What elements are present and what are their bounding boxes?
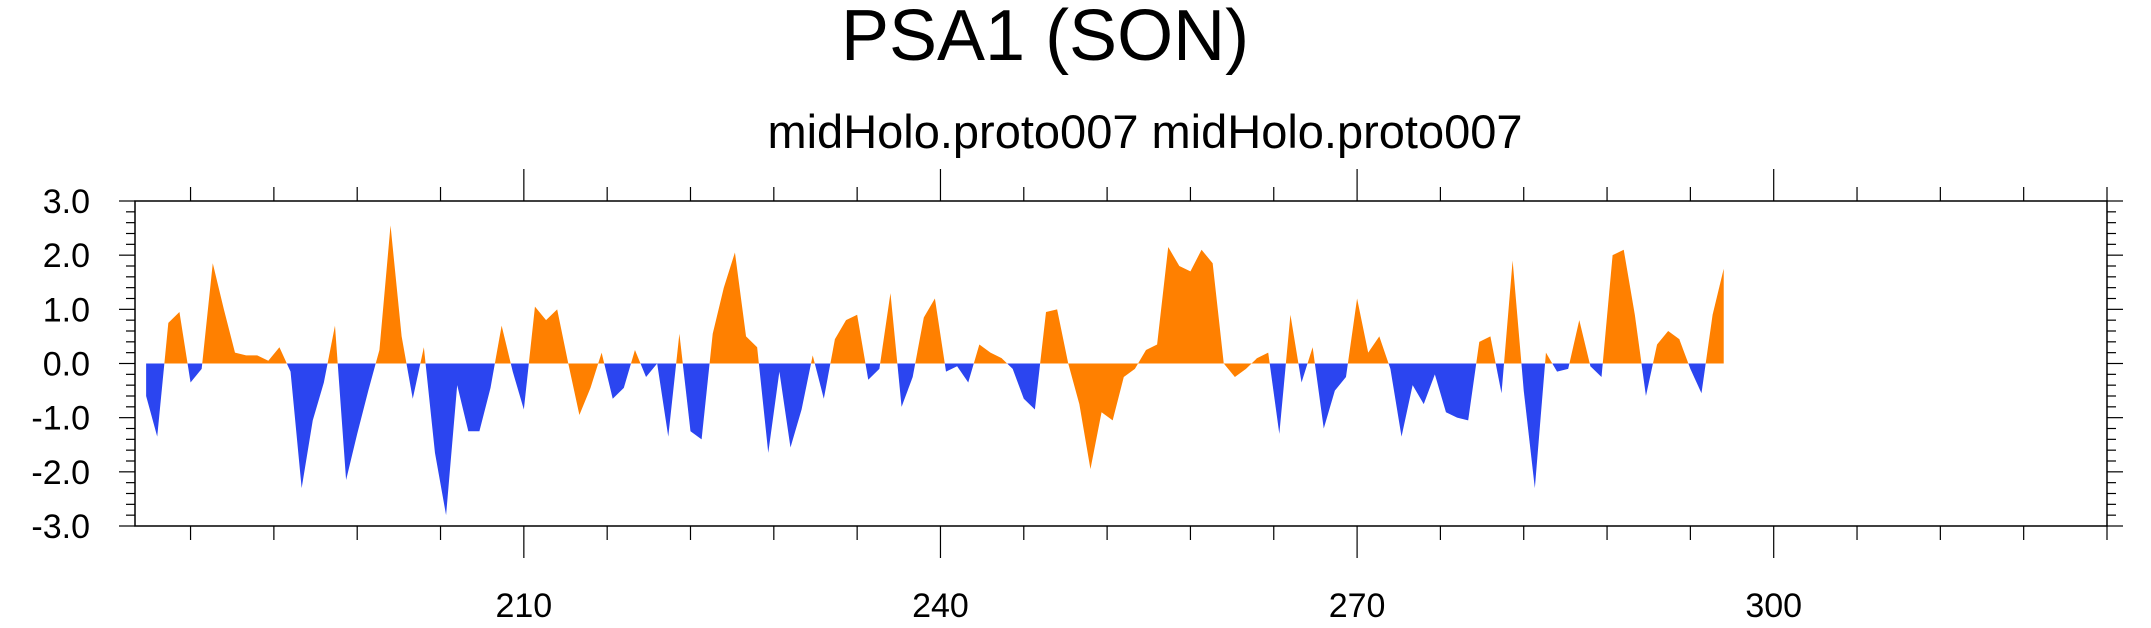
positive-anomaly-area-11 [494, 325, 511, 364]
positive-anomaly-area-40 [1347, 298, 1389, 364]
positive-anomaly-area-46 [1545, 352, 1553, 364]
chart-subtitle: midHolo.proto007 midHolo.proto007 [767, 105, 1522, 158]
negative-anomaly-area-45 [1521, 363, 1546, 489]
negative-anomaly-area-4 [286, 363, 328, 489]
negative-anomaly-area-29 [944, 363, 974, 383]
negative-anomaly-area-53 [1688, 363, 1706, 394]
positive-anomaly-area-44 [1504, 260, 1522, 364]
positive-anomaly-area-3 [202, 263, 287, 364]
negative-anomaly-area-23 [814, 363, 831, 399]
positive-anomaly-area-14 [598, 352, 605, 364]
negative-anomaly-area-0 [146, 363, 165, 437]
x-tick-label: 270 [1329, 587, 1386, 625]
positive-anomaly-area-33 [1138, 247, 1252, 378]
positive-anomaly-area-22 [811, 355, 815, 364]
positive-anomaly-area-30 [973, 344, 1008, 364]
negative-anomaly-area-21 [758, 363, 812, 453]
y-tick-label: 2.0 [43, 237, 90, 275]
positive-anomaly-area-50 [1602, 249, 1642, 364]
positive-anomaly-area-13 [528, 306, 599, 415]
y-tick-label: -3.0 [31, 508, 90, 546]
negative-anomaly-area-41 [1388, 363, 1477, 437]
positive-anomaly-area-18 [676, 333, 683, 364]
negative-anomaly-area-15 [604, 363, 631, 399]
x-tick-label: 210 [495, 587, 552, 625]
plot-frame [134, 200, 2108, 527]
positive-anomaly-area-52 [1652, 331, 1689, 364]
positive-anomaly-area-28 [915, 298, 945, 364]
positive-anomaly-area-1 [164, 312, 188, 364]
negative-anomaly-area-47 [1552, 363, 1570, 372]
x-tick-label: 240 [912, 587, 969, 625]
negative-anomaly-area-8 [406, 363, 421, 399]
x-tick-label: 300 [1745, 587, 1802, 625]
positive-anomaly-area-5 [327, 325, 338, 364]
negative-anomaly-area-31 [1007, 363, 1041, 410]
negative-anomaly-area-43 [1495, 363, 1505, 394]
positive-anomaly-area-7 [375, 225, 407, 364]
positive-anomaly-area-9 [420, 347, 426, 364]
negative-anomaly-area-39 [1314, 363, 1348, 429]
y-tick-label: -1.0 [31, 400, 90, 438]
y-tick-label: -2.0 [31, 454, 90, 492]
positive-anomaly-area-20 [709, 252, 759, 364]
y-tick-label: 1.0 [43, 291, 90, 329]
positive-anomaly-area-54 [1705, 268, 1724, 364]
negative-anomaly-area-10 [425, 363, 495, 516]
positive-anomaly-area-26 [880, 293, 898, 364]
positive-anomaly-area-32 [1040, 309, 1139, 470]
negative-anomaly-area-2 [187, 363, 203, 383]
chart-title: PSA1 (SON) [841, 0, 1249, 76]
negative-anomaly-area-17 [640, 363, 677, 437]
y-tick-label: 0.0 [43, 346, 90, 384]
data-area-layer [146, 225, 1724, 516]
y-tick-label: 3.0 [43, 183, 90, 221]
positive-anomaly-area-24 [830, 314, 866, 364]
positive-anomaly-area-42 [1476, 336, 1496, 364]
negative-anomaly-area-6 [337, 363, 376, 480]
negative-anomaly-area-49 [1589, 363, 1603, 378]
negative-anomaly-area-35 [1269, 363, 1286, 434]
negative-anomaly-area-19 [682, 363, 710, 440]
positive-anomaly-area-34 [1251, 352, 1270, 364]
negative-anomaly-area-37 [1298, 363, 1308, 383]
negative-anomaly-area-51 [1641, 363, 1653, 396]
axis-ticks-layer [119, 169, 2123, 558]
positive-anomaly-area-16 [630, 349, 641, 364]
positive-anomaly-area-36 [1285, 314, 1299, 364]
negative-anomaly-area-25 [865, 363, 881, 380]
positive-anomaly-area-38 [1307, 347, 1315, 364]
tick-labels-layer: -3.0 -2.0 -1.0 0.0 1.0 2.0 3.0 210 240 270 300 [31, 183, 1802, 625]
positive-anomaly-area-48 [1569, 320, 1590, 364]
negative-anomaly-area-27 [897, 363, 916, 407]
negative-anomaly-area-12 [510, 363, 529, 410]
